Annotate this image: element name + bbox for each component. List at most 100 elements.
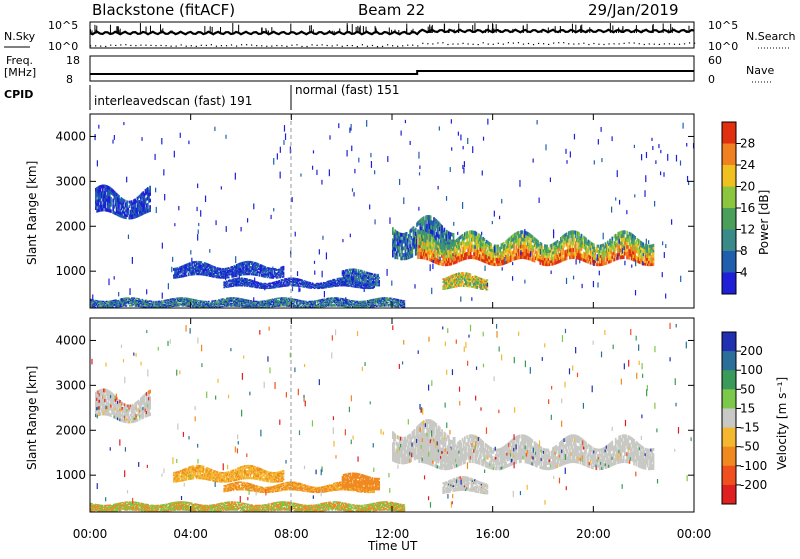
echo-cell (469, 238, 471, 242)
nsearch-point (186, 46, 187, 47)
nsearch-point (322, 44, 323, 45)
echo-cell (149, 205, 151, 209)
echo-cell (425, 220, 427, 225)
echo-cell (214, 266, 216, 268)
echo-cell (397, 256, 399, 260)
echo-cell (456, 260, 458, 263)
nsearch-point (578, 43, 579, 44)
nsearch-point (347, 45, 348, 46)
echo-cell (277, 276, 279, 278)
echo-cell (126, 200, 128, 203)
echo-cell (149, 186, 151, 190)
nsearch-point (100, 46, 101, 47)
freq-tick-bottom: 8 (66, 73, 73, 86)
echo-cell (110, 209, 112, 213)
echo-cell (401, 243, 403, 247)
nsearch-point (457, 43, 458, 44)
echo-cell (421, 248, 423, 252)
echo-cell (537, 240, 539, 243)
echo-cell (495, 247, 497, 250)
echo-cell (138, 298, 140, 299)
nsearch-point (437, 42, 438, 43)
echo-cell (283, 272, 285, 274)
nsearch-point (211, 44, 212, 45)
echo-cell (445, 253, 447, 256)
echo-cell (391, 298, 393, 299)
nsearch-point (613, 43, 614, 44)
echo-cell (541, 243, 543, 246)
nsearch-point (432, 43, 433, 44)
echo-cell (110, 197, 112, 201)
echo-cell (453, 233, 455, 237)
echo-cell (349, 300, 351, 301)
echo-cell (529, 257, 531, 261)
echo-cell (411, 250, 413, 254)
echo-cell (520, 234, 522, 238)
nsearch-point (311, 44, 312, 45)
nsearch-point (367, 46, 368, 47)
nsearch-point (201, 45, 202, 46)
nsearch-point (95, 45, 96, 46)
nsearch-point (191, 45, 192, 46)
nsearch-point (694, 43, 695, 44)
echo-cell (407, 242, 409, 246)
cpid-segment-1: interleavedscan (fast) 191 (94, 94, 252, 108)
nsearch-point (196, 46, 197, 47)
echo-cell (430, 215, 432, 220)
nsearch-point (402, 45, 403, 46)
echo-cell (495, 263, 497, 266)
echo-cell (495, 250, 497, 253)
freq-tick-top: 18 (66, 54, 80, 67)
nsearch-point (553, 42, 554, 43)
nsearch-point (478, 44, 479, 45)
echo-cell (112, 202, 114, 205)
echo-cell (399, 249, 401, 253)
echo-cell (403, 302, 405, 303)
nsearch-point (417, 45, 418, 46)
nsearch-point (669, 43, 670, 44)
nsearch-tick-bottom: 10^0 (708, 40, 738, 53)
nsearch-point (382, 46, 383, 47)
nsearch-point (281, 45, 282, 46)
nsearch-point (619, 43, 620, 44)
nsearch-point (498, 43, 499, 44)
nsearch-point (372, 45, 373, 46)
echo-cell (419, 234, 421, 238)
echo-cell (511, 258, 513, 262)
nsearch-point (412, 45, 413, 46)
freq-strip-frame (90, 56, 694, 81)
echo-cell (300, 286, 302, 287)
echo-cell (208, 301, 210, 302)
nsearch-point (105, 46, 106, 47)
nsearch-point (387, 44, 388, 45)
nsearch-point (352, 45, 353, 46)
echo-cell (264, 266, 266, 268)
echo-cell (186, 275, 188, 277)
nsearch-point (634, 42, 635, 43)
echo-cell (301, 279, 303, 280)
echo-cell (101, 201, 103, 205)
echo-cell (459, 249, 461, 253)
nsky-label: N.Sky (4, 30, 36, 43)
nsearch-point (221, 45, 222, 46)
echo-cell (520, 241, 522, 245)
nsearch-point (523, 44, 524, 45)
nsearch-point (664, 43, 665, 44)
nsearch-point (568, 43, 569, 44)
freq-unit: [MHz] (4, 66, 36, 79)
echo-cell (258, 282, 260, 283)
nsearch-point (493, 44, 494, 45)
echo-cell (490, 243, 492, 246)
nsearch-point (115, 45, 116, 46)
date-label: 29/Jan/2019 (588, 1, 679, 19)
nsearch-point (407, 45, 408, 46)
echo-cell (490, 246, 492, 249)
nsearch-point (246, 44, 247, 45)
echo-cell (465, 256, 467, 260)
nsearch-point (332, 45, 333, 46)
beam-label: Beam 22 (358, 1, 425, 19)
nsearch-point (503, 44, 504, 45)
